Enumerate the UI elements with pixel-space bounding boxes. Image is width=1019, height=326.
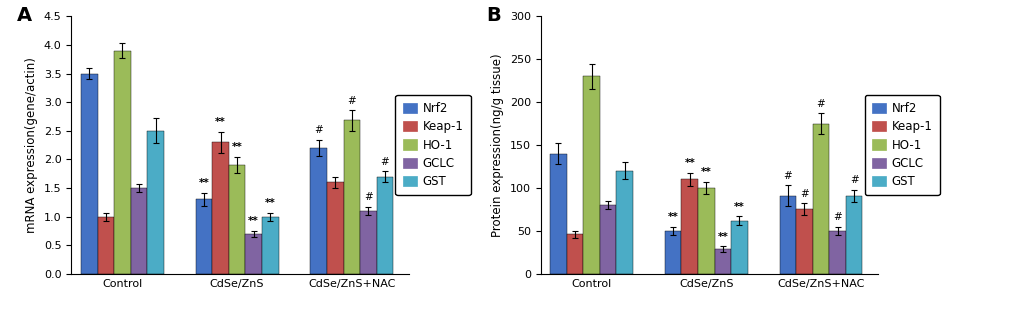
Text: **: ** — [265, 198, 275, 208]
Text: #: # — [816, 99, 824, 109]
Bar — [327, 182, 343, 274]
Text: **: ** — [231, 142, 243, 153]
Text: **: ** — [716, 232, 728, 242]
Bar — [114, 51, 130, 274]
Legend: Nrf2, Keap-1, HO-1, GCLC, GST: Nrf2, Keap-1, HO-1, GCLC, GST — [395, 95, 470, 195]
Bar — [714, 249, 731, 274]
Text: #: # — [783, 171, 792, 181]
Bar — [812, 124, 828, 274]
Bar — [228, 165, 246, 274]
Text: **: ** — [667, 212, 678, 222]
Bar — [567, 234, 583, 274]
Text: #: # — [380, 157, 389, 167]
Bar — [246, 234, 262, 274]
Bar — [664, 231, 681, 274]
Bar — [549, 154, 567, 274]
Text: A: A — [17, 6, 33, 25]
Bar — [731, 221, 747, 274]
Bar — [343, 121, 360, 274]
Bar — [599, 205, 615, 274]
Bar — [262, 216, 278, 274]
Y-axis label: mRNA expression(gene/actin): mRNA expression(gene/actin) — [25, 57, 39, 233]
Text: #: # — [833, 212, 841, 222]
Bar — [681, 179, 697, 274]
Text: #: # — [364, 192, 372, 202]
Bar — [147, 131, 164, 274]
Bar — [81, 74, 98, 274]
Text: **: ** — [248, 216, 259, 226]
Text: **: ** — [734, 202, 744, 212]
Text: **: ** — [700, 167, 711, 177]
Legend: Nrf2, Keap-1, HO-1, GCLC, GST: Nrf2, Keap-1, HO-1, GCLC, GST — [864, 95, 938, 195]
Bar — [796, 209, 812, 274]
Bar — [828, 231, 845, 274]
Bar — [845, 196, 862, 274]
Bar — [310, 148, 327, 274]
Bar — [779, 196, 796, 274]
Text: #: # — [799, 189, 808, 199]
Bar — [196, 200, 212, 274]
Bar — [360, 211, 376, 274]
Bar — [583, 76, 599, 274]
Text: #: # — [347, 96, 356, 106]
Bar — [697, 188, 714, 274]
Text: #: # — [314, 125, 323, 135]
Y-axis label: Protein expression(ng/g tissue): Protein expression(ng/g tissue) — [491, 53, 503, 237]
Bar — [615, 171, 633, 274]
Text: **: ** — [684, 158, 694, 168]
Text: B: B — [486, 6, 500, 25]
Bar — [98, 216, 114, 274]
Text: **: ** — [215, 117, 225, 127]
Text: **: ** — [199, 178, 209, 188]
Bar — [130, 188, 147, 274]
Bar — [376, 177, 393, 274]
Bar — [212, 142, 228, 274]
Text: #: # — [849, 175, 858, 185]
